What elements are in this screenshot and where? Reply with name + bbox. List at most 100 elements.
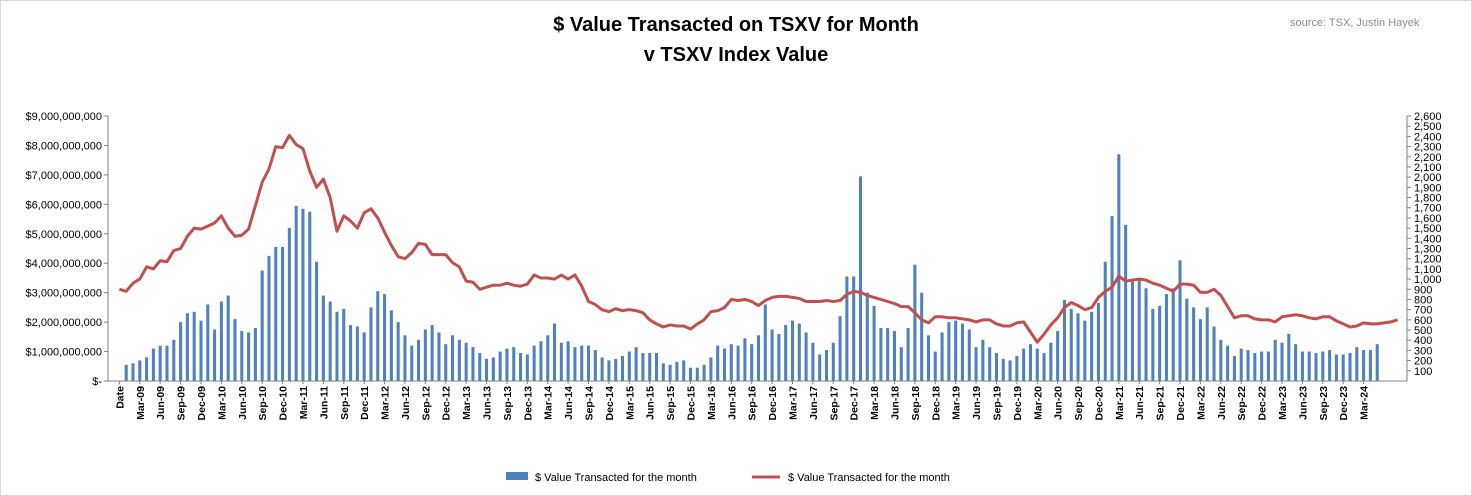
x-tick-label: Jun-22 bbox=[1216, 386, 1228, 420]
bar bbox=[654, 353, 659, 381]
bar bbox=[1205, 307, 1209, 381]
x-tick-label: Mar-11 bbox=[298, 386, 310, 419]
bar bbox=[1314, 353, 1318, 381]
bar bbox=[315, 261, 319, 381]
bar bbox=[1076, 313, 1080, 381]
bar bbox=[546, 335, 550, 381]
bar bbox=[906, 328, 910, 381]
y-right-tick-label: 1,500 bbox=[1414, 223, 1442, 235]
y-right-tick-label: 2,400 bbox=[1414, 131, 1442, 143]
x-tick-label: Dec-19 bbox=[1012, 386, 1024, 421]
bar bbox=[933, 351, 937, 381]
bar bbox=[532, 345, 536, 381]
bar bbox=[247, 332, 251, 381]
bar bbox=[784, 325, 788, 381]
y-right-tick-label: 1,100 bbox=[1414, 264, 1442, 276]
bar bbox=[376, 291, 380, 381]
bar bbox=[892, 330, 897, 381]
x-tick-label: Sep-14 bbox=[584, 386, 596, 421]
legend-bar-label: $ Value Transacted for the month bbox=[535, 472, 697, 484]
bar bbox=[586, 345, 591, 381]
y-right-tick-label: 500 bbox=[1414, 325, 1432, 337]
bar bbox=[349, 325, 353, 381]
legend: $ Value Transacted for the month $ Value … bbox=[506, 472, 950, 484]
x-tick-label: Sep-23 bbox=[1318, 386, 1330, 421]
bar bbox=[145, 357, 149, 381]
x-tick-label: Jun-16 bbox=[726, 386, 738, 420]
bar bbox=[811, 342, 815, 381]
bar bbox=[1137, 277, 1141, 381]
bar bbox=[233, 319, 237, 381]
x-tick-label: Mar-14 bbox=[543, 386, 555, 420]
y-right-tick-label: 2,300 bbox=[1414, 142, 1442, 154]
bar bbox=[281, 247, 285, 381]
bar bbox=[770, 329, 774, 381]
bar bbox=[818, 354, 822, 381]
x-tick-label: Mar-09 bbox=[135, 386, 147, 420]
x-tick-label: Sep-15 bbox=[665, 386, 677, 421]
bar bbox=[410, 345, 414, 381]
x-tick-label: Jun-19 bbox=[971, 386, 983, 420]
bar bbox=[179, 322, 183, 381]
x-tick-label: Dec-16 bbox=[767, 386, 779, 421]
bar bbox=[478, 353, 482, 381]
bar bbox=[512, 347, 516, 381]
index-line bbox=[118, 133, 1399, 344]
y-left-tick-label: $3,000,000,000 bbox=[26, 288, 102, 300]
bar bbox=[308, 211, 312, 381]
bar bbox=[389, 310, 393, 381]
bar bbox=[362, 332, 366, 381]
x-tick-label: Sep-13 bbox=[502, 386, 514, 421]
bar bbox=[1103, 261, 1107, 381]
bar bbox=[1355, 347, 1359, 381]
bar bbox=[1008, 360, 1012, 381]
y-right-tick-label: 1,700 bbox=[1414, 203, 1442, 215]
y-right-tick-label: 2,500 bbox=[1414, 121, 1442, 133]
x-tick-label: Mar-22 bbox=[1195, 386, 1207, 420]
x-tick-label: Sep-12 bbox=[420, 386, 432, 421]
x-tick-label: Jun-11 bbox=[318, 386, 330, 419]
y-right-tick-label: 1,600 bbox=[1414, 213, 1442, 225]
bar bbox=[641, 353, 645, 381]
bar bbox=[675, 361, 679, 381]
x-tick-label: Dec-09 bbox=[196, 386, 208, 421]
bar bbox=[505, 348, 509, 381]
y-right-tick-label: 900 bbox=[1414, 284, 1432, 296]
bar bbox=[580, 345, 584, 381]
bar bbox=[913, 264, 917, 381]
x-tick-label: Dec-14 bbox=[604, 386, 616, 421]
bar bbox=[328, 301, 332, 381]
bar bbox=[451, 335, 455, 381]
bar bbox=[1334, 354, 1338, 381]
bar bbox=[1294, 344, 1298, 381]
x-tick-label: Sep-17 bbox=[828, 386, 840, 421]
bar bbox=[253, 328, 257, 381]
y-right-tick-label: 2,600 bbox=[1414, 111, 1442, 123]
bar bbox=[226, 295, 230, 381]
bar bbox=[620, 355, 625, 381]
x-tick-label: Sep-10 bbox=[257, 386, 269, 421]
bar bbox=[974, 347, 978, 381]
bar bbox=[287, 227, 291, 381]
bar bbox=[1090, 311, 1094, 381]
bar bbox=[294, 205, 298, 381]
x-tick-label: Dec-20 bbox=[1093, 386, 1105, 421]
bar bbox=[1096, 302, 1100, 381]
bar bbox=[430, 325, 434, 381]
bar bbox=[1056, 330, 1060, 381]
bar bbox=[553, 323, 557, 381]
bar bbox=[831, 342, 835, 381]
bar bbox=[383, 294, 387, 381]
bar bbox=[1212, 326, 1216, 381]
bar bbox=[403, 335, 407, 381]
bar bbox=[926, 335, 931, 381]
y-right-tick-label: 2,100 bbox=[1414, 162, 1442, 174]
bar bbox=[1049, 342, 1053, 381]
bar bbox=[1110, 216, 1114, 381]
bar bbox=[199, 320, 203, 381]
bar bbox=[743, 338, 747, 381]
bar-series bbox=[124, 154, 1379, 381]
bar bbox=[1348, 353, 1352, 381]
y-left-tick-label: $- bbox=[92, 376, 102, 388]
bar bbox=[1273, 339, 1277, 381]
